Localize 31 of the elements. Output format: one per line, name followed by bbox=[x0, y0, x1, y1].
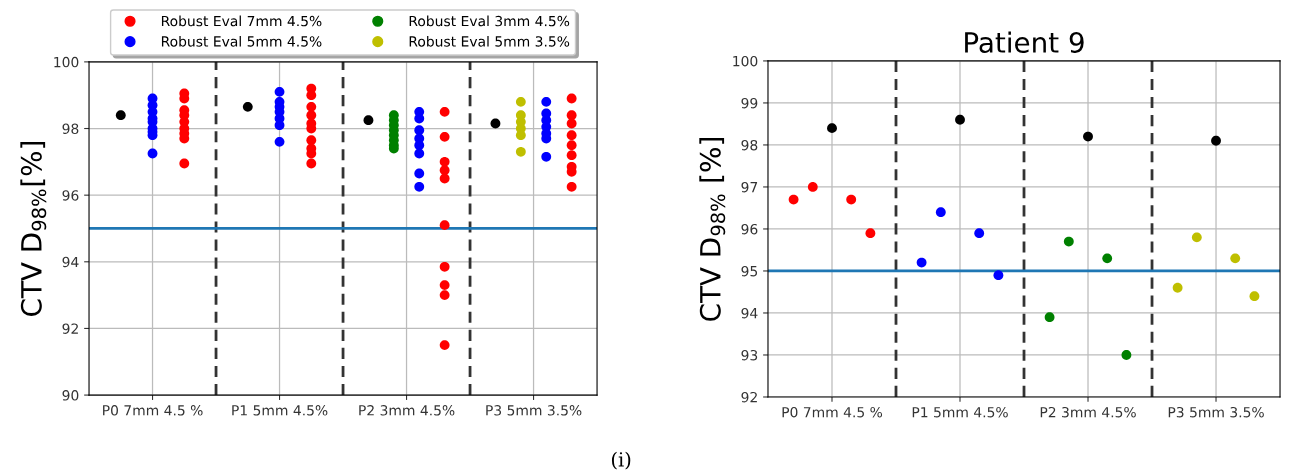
y-axis-title: CTV D$_{98%}$[%] bbox=[20, 142, 47, 316]
x-tick-label: P0 7mm 4.5 % bbox=[103, 405, 203, 416]
text: (i) bbox=[611, 451, 631, 470]
x-tick-label: P0 7mm 4.5 % bbox=[782, 406, 883, 418]
x-tick-label: P2 3mm 4.5% bbox=[1040, 406, 1136, 418]
y-tick-label: 94 bbox=[62, 256, 79, 268]
y-tick-label: 99 bbox=[741, 97, 758, 109]
chart-title: Patient 9 bbox=[965, 31, 1084, 53]
y-tick-label: 96 bbox=[741, 223, 758, 235]
y-tick-label: 92 bbox=[741, 391, 757, 403]
y-axis-title: CTV D$_{98%}$ [%] bbox=[699, 138, 726, 321]
y-tick-label: 100 bbox=[733, 55, 758, 67]
x-tick-label: P2 3mm 4.5% bbox=[359, 405, 455, 416]
legend-label: Robust Eval 5mm 4.5% bbox=[161, 35, 322, 47]
legend-label: Robust Eval 5mm 3.5% bbox=[409, 35, 570, 47]
y-tick-label: 98 bbox=[741, 139, 758, 151]
y-tick-label: 98 bbox=[62, 123, 79, 134]
y-tick-label: 90 bbox=[62, 390, 79, 401]
legend-label: Robust Eval 7mm 4.5% bbox=[161, 15, 322, 27]
y-tick-label: 94 bbox=[741, 307, 758, 319]
y-tick-label: 95 bbox=[741, 265, 758, 277]
y-tick-label: 100 bbox=[54, 56, 79, 68]
y-tick-label: 97 bbox=[741, 181, 758, 193]
x-tick-label: P3 5mm 3.5% bbox=[486, 405, 582, 416]
legend-label: Robust Eval 3mm 4.5% bbox=[409, 15, 570, 27]
x-tick-label: P3 5mm 3.5% bbox=[1168, 406, 1264, 418]
y-tick-label: 92 bbox=[62, 323, 78, 334]
y-tick-label: 96 bbox=[62, 190, 79, 201]
x-tick-label: P1 5mm 4.5% bbox=[912, 406, 1008, 418]
x-tick-label: P1 5mm 4.5% bbox=[232, 405, 328, 416]
y-tick-label: 93 bbox=[741, 349, 758, 361]
